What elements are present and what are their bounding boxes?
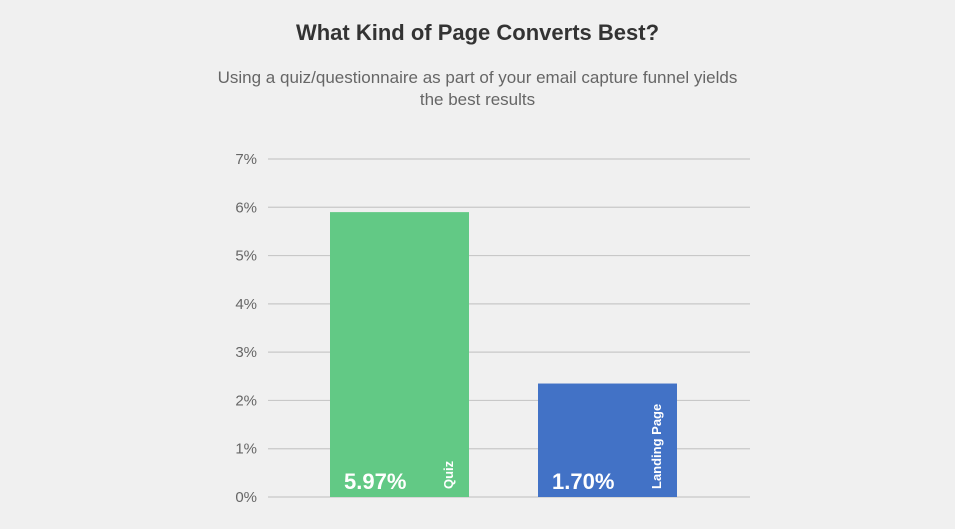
category-labels: Quiz Landing Page — [441, 404, 664, 489]
y-tick-label: 0% — [235, 489, 257, 506]
category-label: Quiz — [441, 460, 456, 489]
y-tick-label: 6% — [235, 199, 257, 216]
y-tick-label: 3% — [235, 344, 257, 361]
y-tick-label: 7% — [235, 151, 257, 168]
data-label: 5.97% — [344, 469, 406, 494]
y-tick-label: 2% — [235, 392, 257, 409]
bar-landing-page — [538, 383, 677, 497]
y-axis-tick-labels: 0% 1% 2% 3% 4% 5% 6% 7% — [235, 151, 257, 506]
bars — [330, 212, 677, 497]
data-labels: 5.97% 1.70% — [344, 469, 614, 494]
y-tick-label: 1% — [235, 441, 257, 458]
chart-subtitle: Using a quiz/questionnaire as part of yo… — [217, 68, 738, 109]
category-label: Landing Page — [649, 404, 664, 489]
data-label: 1.70% — [552, 469, 614, 494]
y-tick-label: 4% — [235, 296, 257, 313]
chart-title: What Kind of Page Converts Best? — [295, 20, 660, 45]
bar-quiz — [330, 212, 469, 497]
y-tick-label: 5% — [235, 248, 257, 265]
